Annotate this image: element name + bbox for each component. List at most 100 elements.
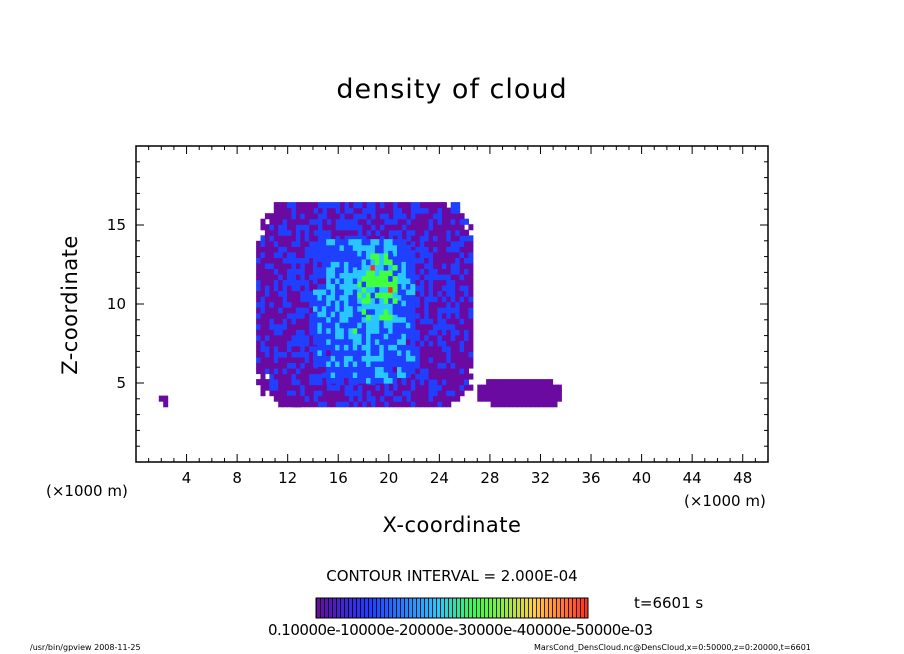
cloud-cell (370, 259, 376, 266)
cloud-cell (543, 401, 549, 408)
cloud-cell (392, 314, 398, 321)
cloud-cell (282, 268, 288, 275)
cloud-cell (459, 224, 465, 231)
cloud-cell (424, 229, 430, 236)
cloud-cell (321, 344, 327, 351)
cloud-cell (543, 390, 549, 397)
cloud-cell (264, 312, 270, 319)
cloud-cell (331, 401, 337, 408)
cloud-cell (397, 401, 403, 408)
cloud-cell (366, 371, 371, 378)
cloud-cell (374, 270, 380, 277)
cloud-cell (357, 224, 363, 231)
cloud-cell (300, 401, 306, 408)
cloud-cell (348, 289, 354, 296)
cloud-cell (352, 355, 358, 362)
cloud-cell (304, 312, 310, 319)
cloud-cell (273, 262, 279, 269)
cloud-cell (468, 251, 474, 258)
cloud-cell (273, 213, 279, 220)
cloud-cell (357, 316, 363, 323)
cloud-cell (256, 312, 262, 319)
cloud-cell (371, 218, 377, 225)
cloud-cell (477, 395, 483, 402)
cloud-cell (415, 218, 421, 225)
cloud-cell (269, 318, 275, 325)
cloud-cell (424, 356, 430, 363)
cloud-cell (264, 224, 270, 231)
cloud-cell (410, 373, 416, 380)
cloud-cell (291, 279, 297, 286)
cloud-cell (539, 401, 545, 408)
cloud-cell (379, 303, 385, 310)
cloud-cell (424, 274, 430, 281)
cloud-cell (401, 289, 407, 296)
cloud-cell (410, 240, 416, 247)
cloud-cell (339, 338, 345, 345)
cloud-cell (459, 274, 465, 281)
cloud-cell (309, 312, 315, 319)
cloud-cell (406, 379, 412, 386)
cloud-cell (446, 318, 452, 325)
cloud-cell (428, 290, 434, 297)
cloud-cell (269, 262, 275, 269)
cloud-cell (335, 327, 341, 334)
cloud-cell (415, 251, 421, 258)
cloud-cell (450, 368, 456, 375)
cloud-cell (357, 384, 363, 391)
cloud-cell (278, 329, 284, 336)
cloud-cell (322, 235, 328, 242)
cloud-cell (362, 202, 368, 209)
cloud-cell (490, 401, 496, 408)
cloud-cell (433, 384, 438, 391)
cloud-cell (317, 289, 323, 296)
cloud-cell (278, 240, 284, 247)
cloud-cell (383, 270, 389, 277)
cloud-cell (366, 224, 372, 231)
cloud-cell (388, 259, 394, 266)
cloud-cell (322, 213, 328, 220)
cloud-cell (428, 345, 434, 352)
cloud-cell (273, 274, 279, 281)
cloud-cell (428, 379, 434, 386)
cloud-cell (348, 283, 354, 290)
cloud-cell (335, 224, 341, 231)
cloud-cell (392, 338, 398, 345)
cloud-cell (388, 292, 394, 299)
cloud-cell (464, 345, 469, 352)
cloud-cell (309, 229, 315, 236)
cloud-cell (353, 202, 359, 209)
cloud-cell (424, 262, 430, 269)
cloud-cell (304, 318, 310, 325)
cloud-cell (450, 202, 456, 209)
cloud-cell (273, 318, 279, 325)
cloud-cell (361, 316, 367, 323)
cloud-cell (366, 253, 371, 260)
cloud-cell (424, 279, 430, 286)
cloud-cell (397, 218, 403, 225)
cloud-cell (291, 218, 297, 225)
cloud-cell (556, 384, 562, 391)
cloud-cell (397, 390, 403, 397)
cloud-cell (388, 202, 394, 209)
cloud-cell (486, 379, 492, 386)
cloud-cell (278, 218, 284, 225)
cloud-cell (415, 395, 421, 402)
cloud-cell (428, 279, 434, 286)
cloud-cell (534, 390, 540, 397)
cloud-cell (352, 261, 358, 268)
cloud-cell (317, 349, 323, 356)
cloud-cell (264, 323, 270, 330)
cloud-cell (370, 338, 376, 345)
cloud-cell (397, 289, 402, 296)
cloud-cell (335, 255, 341, 262)
cloud-cell (419, 356, 425, 363)
cloud-cell (402, 202, 408, 209)
cloud-cell (450, 323, 456, 330)
cloud-cell (388, 235, 394, 242)
cloud-cell (410, 300, 416, 307)
cloud-cell (282, 373, 288, 380)
cloud-cell (287, 368, 292, 375)
cloud-cell (401, 250, 407, 257)
cloud-cell (269, 390, 275, 397)
